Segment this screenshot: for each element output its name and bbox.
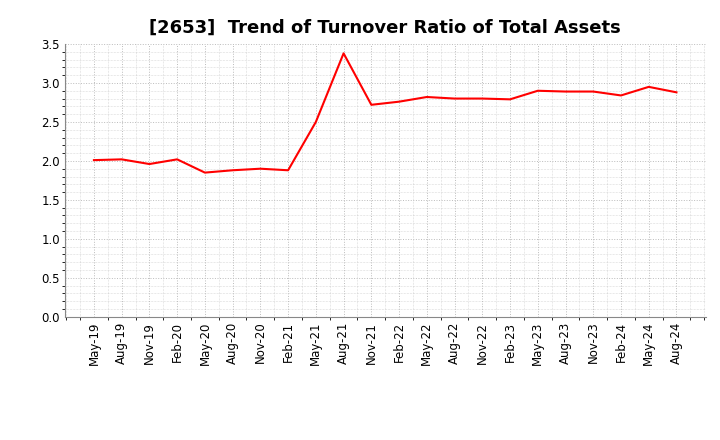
- Title: [2653]  Trend of Turnover Ratio of Total Assets: [2653] Trend of Turnover Ratio of Total …: [149, 19, 621, 37]
